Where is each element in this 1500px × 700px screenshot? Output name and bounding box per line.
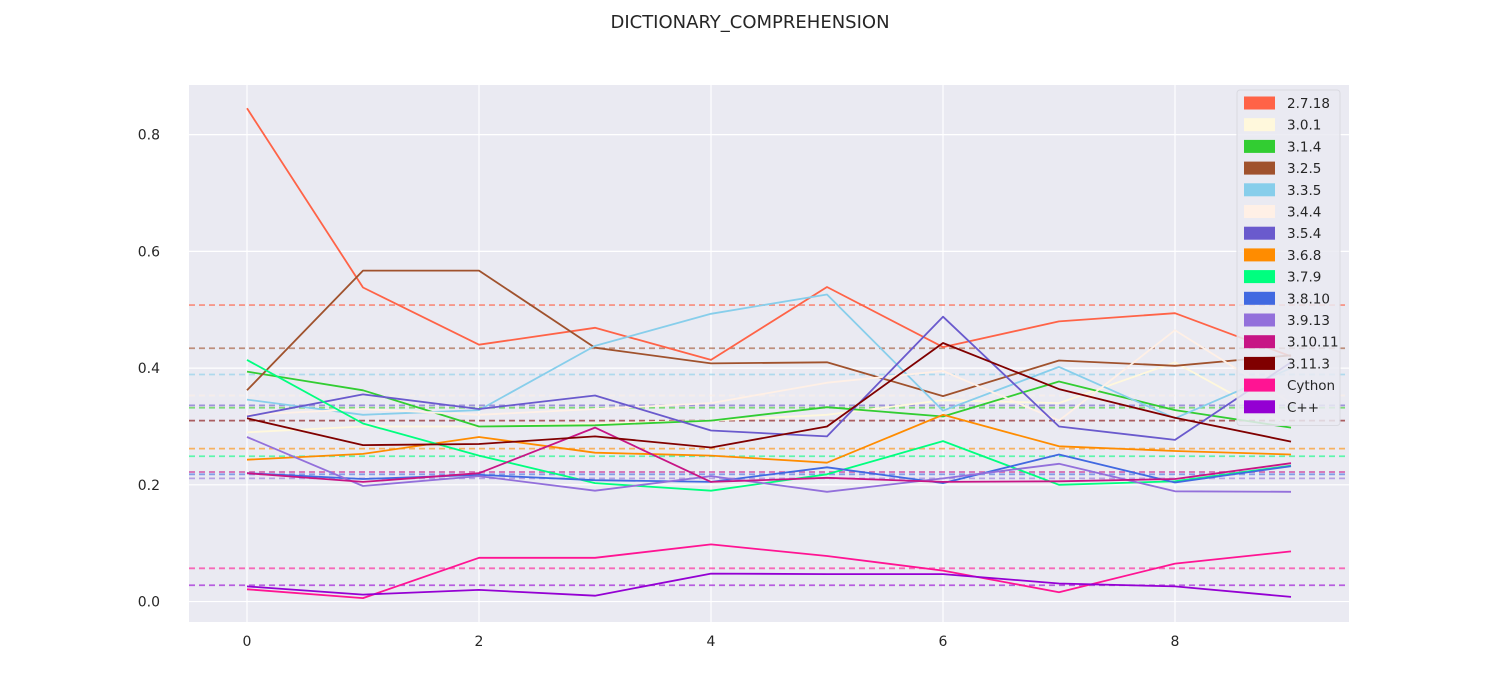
legend-label: Cython bbox=[1287, 378, 1335, 394]
legend-label: 3.7.9 bbox=[1287, 270, 1321, 286]
series-line-2.7.18 bbox=[246, 107, 1292, 361]
axis-ticks: 0 2 4 6 8 0.0 0.2 0.4 0.6 0.8 bbox=[138, 128, 1180, 650]
legend-swatch bbox=[1244, 248, 1275, 262]
legend-swatch bbox=[1244, 291, 1275, 305]
series-line-3.11.3 bbox=[246, 342, 1292, 449]
legend-label: 3.11.3 bbox=[1287, 356, 1330, 372]
series-line-3.10.11 bbox=[246, 426, 1292, 483]
series-line-3.4.4 bbox=[246, 329, 1292, 422]
legend-swatch bbox=[1244, 226, 1275, 240]
legend-swatch bbox=[1244, 270, 1275, 284]
legend-label: 3.6.8 bbox=[1287, 248, 1321, 264]
legend-label: 3.5.4 bbox=[1287, 226, 1321, 242]
series-line-3.0.1 bbox=[246, 361, 1292, 434]
legend-label: 3.2.5 bbox=[1287, 161, 1321, 177]
series-line-3.1.4 bbox=[246, 370, 1292, 429]
legend-swatch bbox=[1244, 335, 1275, 349]
x-tick-label: 8 bbox=[1171, 634, 1180, 650]
legend-swatch bbox=[1244, 313, 1275, 327]
x-tick-label: 4 bbox=[707, 634, 716, 650]
series-line-3.9.13 bbox=[246, 436, 1292, 493]
series-line-Cython bbox=[246, 543, 1292, 599]
y-tick-label: 0.0 bbox=[138, 595, 160, 611]
legend-label: 2.7.18 bbox=[1287, 96, 1330, 112]
legend-swatch bbox=[1244, 378, 1275, 392]
legend: 2.7.18 3.0.1 3.1.4 3.2.5 3.3.5 3.4.4 3.5.4 3.6.… bbox=[1236, 89, 1341, 426]
legend-label: 3.10.11 bbox=[1287, 335, 1339, 351]
y-tick-label: 0.2 bbox=[138, 478, 160, 494]
series-line-3.5.4 bbox=[246, 315, 1292, 441]
legend-label: 3.9.13 bbox=[1287, 313, 1330, 329]
legend-label: 3.3.5 bbox=[1287, 183, 1321, 199]
legend-swatch bbox=[1244, 161, 1275, 175]
legend-swatch bbox=[1244, 118, 1275, 132]
series-line-3.2.5 bbox=[246, 269, 1292, 398]
y-tick-label: 0.4 bbox=[138, 361, 160, 377]
legend-label: 3.1.4 bbox=[1287, 139, 1321, 155]
chart-title: DICTIONARY_COMPREHENSION bbox=[610, 12, 889, 33]
legend-swatch bbox=[1244, 205, 1275, 218]
x-tick-label: 0 bbox=[243, 634, 252, 650]
legend-swatch bbox=[1244, 356, 1275, 370]
legend-swatch bbox=[1244, 400, 1275, 414]
y-tick-label: 0.8 bbox=[138, 128, 160, 144]
series-line-C++ bbox=[246, 572, 1292, 598]
legend-swatch bbox=[1244, 139, 1275, 153]
x-tick-label: 2 bbox=[475, 634, 484, 650]
legend-swatch bbox=[1244, 96, 1275, 110]
series-lines bbox=[246, 107, 1292, 599]
plot-area bbox=[189, 85, 1349, 622]
series-line-3.7.9 bbox=[246, 359, 1292, 492]
x-tick-label: 6 bbox=[939, 634, 948, 650]
legend-label: 3.4.4 bbox=[1287, 205, 1321, 221]
legend-label: C++ bbox=[1287, 400, 1319, 416]
legend-label: 3.8.10 bbox=[1287, 291, 1330, 307]
y-tick-label: 0.6 bbox=[138, 244, 160, 260]
legend-swatch bbox=[1244, 183, 1275, 197]
grid-lines bbox=[189, 85, 1349, 622]
legend-label: 3.0.1 bbox=[1287, 118, 1321, 134]
